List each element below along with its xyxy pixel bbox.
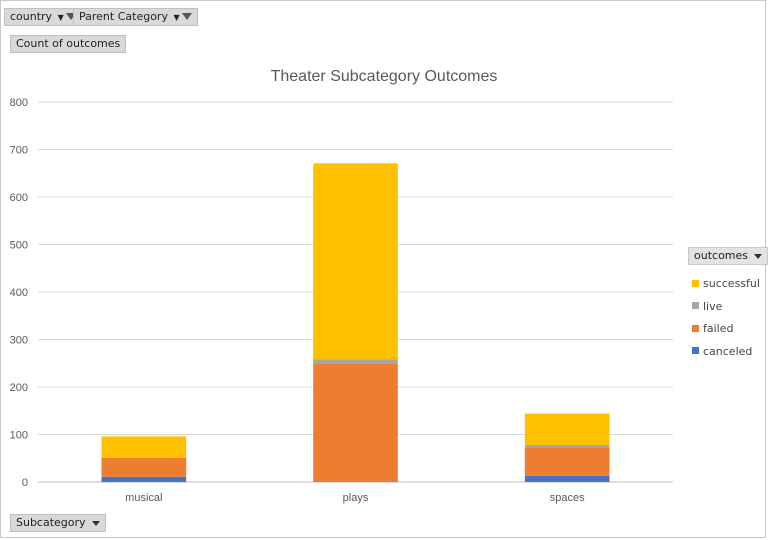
y-tick-label: 600 [10,192,28,204]
x-tick-label: spaces [550,492,585,504]
legend-label: canceled [703,344,753,358]
bar-segment-live-plays[interactable] [313,359,398,364]
legend-swatch [692,279,699,287]
legend-label: live [703,299,723,313]
dropdown-arrow-icon [754,253,763,259]
y-axis-tick-labels: 0 100 200 300 400 500 600 700 800 [10,97,28,489]
x-axis-tick-labels: musical plays spaces [125,492,585,504]
bar-segment-canceled-spaces[interactable] [524,475,610,482]
filter-funnel-icon [181,12,192,20]
dropdown-icon: ▼ [173,13,180,22]
parent-category-filter-label: Parent Category [79,10,168,23]
parent-category-filter-button[interactable]: Parent Category ▼ [73,8,198,26]
y-tick-label: 500 [10,240,28,252]
legend-label: successful [703,277,760,290]
bar-segment-failed-musical[interactable] [101,457,187,477]
dropdown-arrow-icon [91,520,100,526]
legend-title: outcomes [694,249,749,262]
y-tick-label: 0 [22,477,28,489]
y-tick-label: 400 [10,287,28,299]
legend-item-failed: failed [688,318,768,341]
filter-funnel-icon [65,12,76,20]
legend-label: failed [703,322,734,335]
bar-segment-failed-spaces[interactable] [524,447,610,476]
legend-swatch [692,302,699,309]
value-field-label: Count of outcomes [16,37,121,50]
bar-segment-failed-plays[interactable] [313,363,398,482]
y-tick-label: 700 [10,145,28,157]
legend-swatch [692,324,699,332]
axis-field-label: Subcategory [16,516,86,529]
country-filter-button[interactable]: country ▼ [4,8,82,26]
count-of-outcomes-button[interactable]: Count of outcomes [10,35,127,53]
y-tick-label: 300 [10,335,28,347]
bar-segment-successful-plays[interactable] [313,163,398,360]
legend-item-live: live [688,296,768,319]
y-tick-label: 200 [10,382,28,394]
x-tick-label: musical [125,492,162,504]
legend-swatch [692,347,699,354]
x-tick-label: plays [343,492,369,504]
chart-title: Theater Subcategory Outcomes [271,68,498,85]
subcategory-axis-button[interactable]: Subcategory [10,514,106,532]
bars [101,163,610,482]
bar-segment-canceled-musical[interactable] [101,476,187,482]
bar-segment-successful-musical[interactable] [101,436,187,458]
country-filter-label: country [10,10,53,23]
y-tick-label: 800 [10,97,28,109]
legend-item-canceled: canceled [688,341,768,364]
legend-items: successful live failed canceled [688,273,768,363]
bar-segment-live-spaces[interactable] [524,444,610,448]
bar-segment-successful-spaces[interactable] [524,413,610,445]
legend-outcomes-filter-button[interactable]: outcomes [688,247,768,265]
y-tick-label: 100 [10,430,28,442]
dropdown-icon: ▼ [57,13,64,22]
legend-item-successful: successful [688,273,768,296]
legend: outcomes successful live failed canceled [688,247,768,363]
